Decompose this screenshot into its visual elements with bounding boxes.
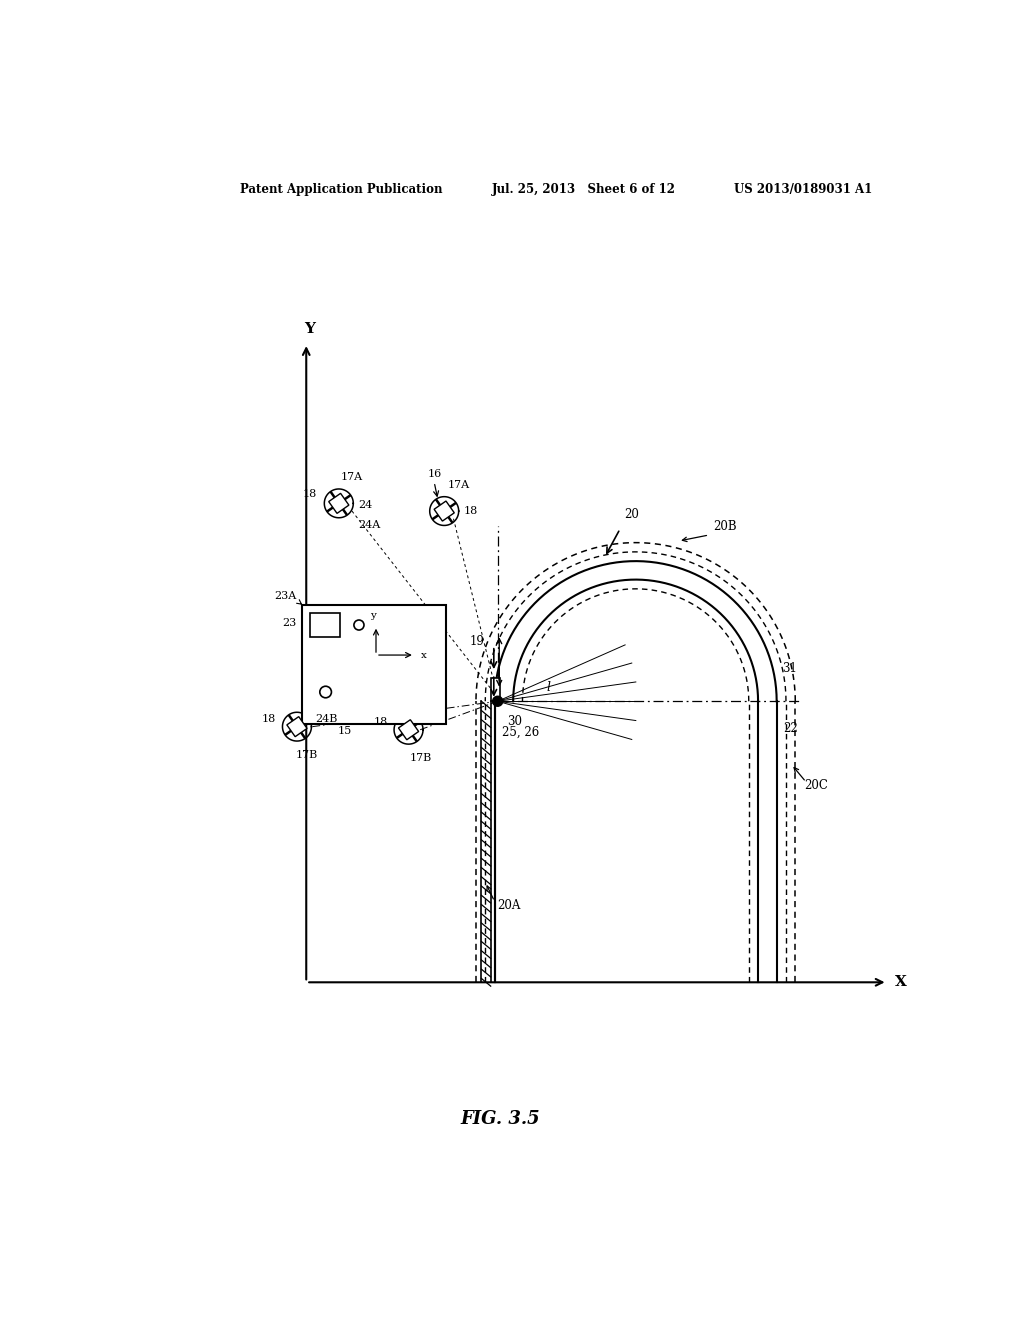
Text: x: x bbox=[421, 651, 427, 660]
Text: 23A: 23A bbox=[274, 591, 297, 601]
Text: 18: 18 bbox=[464, 506, 478, 516]
Text: X: X bbox=[895, 975, 907, 989]
Polygon shape bbox=[434, 502, 455, 521]
Text: 20B: 20B bbox=[713, 520, 736, 533]
Text: 19: 19 bbox=[470, 635, 484, 648]
Circle shape bbox=[493, 696, 503, 706]
Polygon shape bbox=[287, 717, 307, 737]
Text: 20A: 20A bbox=[497, 899, 520, 912]
Text: 23: 23 bbox=[283, 618, 297, 628]
Text: 15: 15 bbox=[337, 726, 351, 735]
Text: 20: 20 bbox=[624, 508, 639, 521]
Text: US 2013/0189031 A1: US 2013/0189031 A1 bbox=[734, 182, 872, 195]
Text: 22: 22 bbox=[783, 722, 798, 735]
Text: Patent Application Publication: Patent Application Publication bbox=[241, 182, 442, 195]
Text: 24B: 24B bbox=[315, 714, 338, 723]
Polygon shape bbox=[329, 494, 349, 513]
Text: Y: Y bbox=[304, 322, 315, 335]
Text: 24A: 24A bbox=[358, 520, 381, 529]
Text: 25, 26: 25, 26 bbox=[502, 726, 539, 739]
Text: FIG. 3.5: FIG. 3.5 bbox=[460, 1110, 540, 1129]
Text: 17B: 17B bbox=[295, 750, 317, 760]
Text: y: y bbox=[370, 611, 376, 620]
Text: 31: 31 bbox=[782, 663, 797, 676]
Bar bbox=[310, 612, 340, 638]
Text: 18: 18 bbox=[374, 717, 388, 727]
Text: 18: 18 bbox=[303, 490, 317, 499]
Text: 17A: 17A bbox=[340, 471, 362, 482]
Text: l: l bbox=[546, 681, 550, 693]
Bar bbox=[490, 678, 500, 701]
Text: 24: 24 bbox=[358, 500, 373, 510]
Text: 18: 18 bbox=[262, 714, 276, 723]
Text: 30: 30 bbox=[507, 715, 522, 729]
Text: 17B: 17B bbox=[410, 752, 432, 763]
Text: 17A: 17A bbox=[449, 480, 470, 490]
Text: 20C: 20C bbox=[804, 779, 827, 792]
Bar bbox=[302, 605, 445, 725]
Text: Jul. 25, 2013   Sheet 6 of 12: Jul. 25, 2013 Sheet 6 of 12 bbox=[493, 182, 676, 195]
Text: 16: 16 bbox=[428, 469, 442, 479]
Polygon shape bbox=[398, 719, 419, 739]
